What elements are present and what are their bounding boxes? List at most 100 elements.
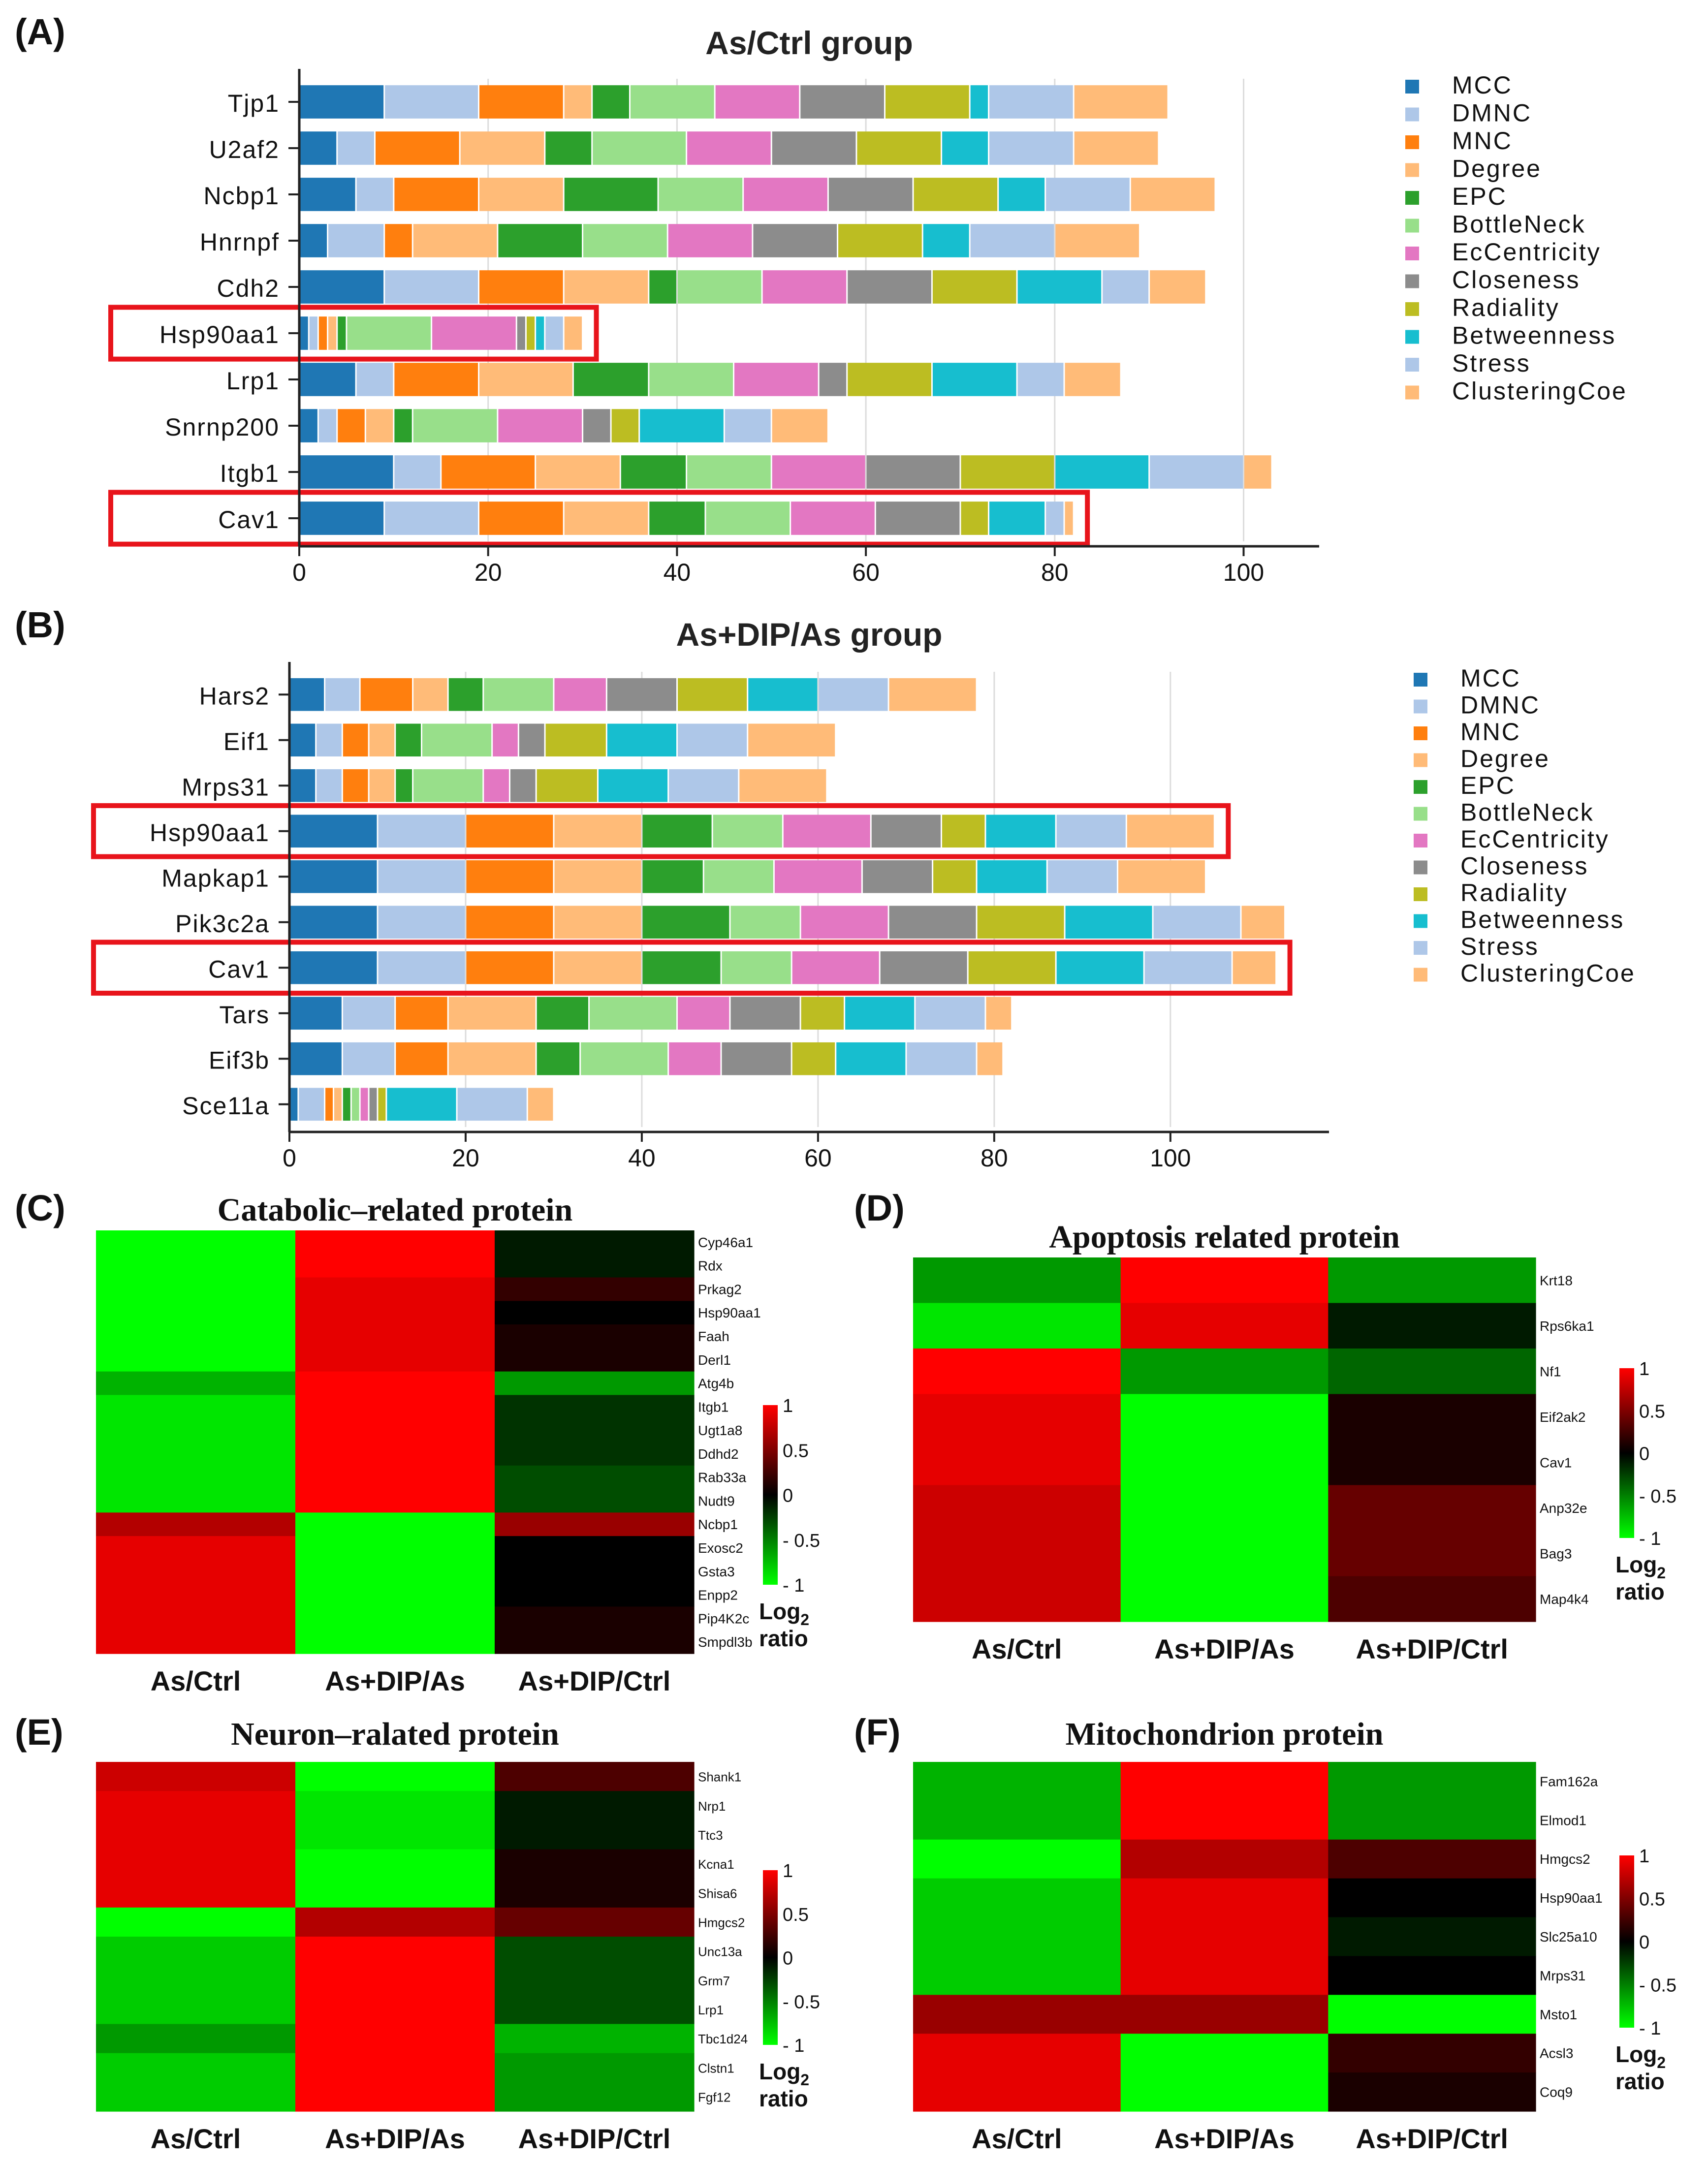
bar-lrp1-betweenness — [932, 363, 1016, 396]
heat-cell-atg4b-as-ctrl — [96, 1371, 296, 1396]
colorbar — [1619, 1855, 1634, 2028]
legend-label-clusteringcoe: ClusteringCoe — [1452, 377, 1627, 405]
bar-tjp1-epc — [593, 85, 629, 119]
bar-hnrnpf-dmnc — [328, 224, 384, 257]
bar-hsp90aa1-clusteringcoe — [564, 316, 582, 350]
bar-ncbp1-stress — [1046, 178, 1130, 211]
bar-cav1-mcc — [300, 502, 384, 535]
bar-pik3c2a-dmnc — [378, 906, 465, 939]
x-tick-label: 80 — [981, 1144, 1008, 1172]
bar-eif3b-dmnc — [343, 1042, 395, 1075]
panel-label: (F) — [854, 1712, 901, 1753]
legend-label-betweenness: Betweenness — [1452, 322, 1616, 349]
heat-cell-pip4k2c-as-dip-ctrl — [495, 1606, 695, 1631]
heat-cell-cyp46a1-as-dip-as — [295, 1230, 495, 1254]
bar-lrp1-closeness — [819, 363, 847, 396]
bar-sce11a-radiality — [378, 1088, 386, 1121]
colorbar-tick-label: - 0.5 — [783, 1992, 820, 2012]
bar-cav1-mcc — [290, 951, 377, 984]
heat-cell-hmgcs2-as-ctrl — [96, 1907, 296, 1937]
bar-eif3b-bottleneck — [581, 1042, 668, 1075]
row-label: Shank1 — [698, 1770, 741, 1785]
bar-cav1-dmnc — [378, 951, 465, 984]
bar-ncbp1-mnc — [394, 178, 478, 211]
row-label: Krt18 — [1540, 1273, 1573, 1288]
heat-cell-smpdl3b-as-ctrl — [96, 1630, 296, 1654]
heat-cell-slc25a10-as-dip-as — [1120, 1917, 1328, 1957]
bar-snrnp200-closeness — [583, 409, 610, 442]
legend-label-eccentricity: EcCentricity — [1460, 825, 1610, 853]
bar-eif3b-epc — [537, 1042, 580, 1075]
heat-cell-enpp2-as-ctrl — [96, 1583, 296, 1607]
heat-cell-mrps31-as-dip-ctrl — [1328, 1956, 1536, 1995]
bar-ncbp1-epc — [564, 178, 658, 211]
bar-sce11a-dmnc — [299, 1088, 324, 1121]
heat-cell-lrp1-as-dip-as — [295, 1995, 495, 2025]
bar-hars2-betweenness — [748, 678, 818, 711]
panel-f: (F) Mitochondrion protein Fam162a Elmod1 Hmg… — [854, 1712, 1676, 2154]
heat-cell-hsp90aa1-as-dip-ctrl — [1328, 1878, 1536, 1918]
bar-hars2-closeness — [607, 678, 677, 711]
heat-cell-slc25a10-as-dip-ctrl — [1328, 1917, 1536, 1957]
colorbar-label-sub: 2 — [800, 2071, 809, 2089]
bar-mrps31-eccentricity — [484, 769, 509, 802]
bar-lrp1-stress — [1017, 363, 1064, 396]
heat-cell-prkag2-as-dip-ctrl — [495, 1277, 695, 1301]
bar-itgb1-dmnc — [394, 455, 441, 489]
x-tick-label: 60 — [852, 559, 880, 586]
row-label: Hsp90aa1 — [698, 1305, 761, 1320]
legend-label-closeness: Closeness — [1460, 852, 1588, 880]
category-label: Sce11a — [182, 1092, 270, 1120]
heat-cell-coq9-as-dip-ctrl — [1328, 2072, 1536, 2112]
heat-cell-anp32e-as-ctrl — [913, 1485, 1121, 1531]
heat-cell-ncbp1-as-dip-as — [295, 1512, 495, 1537]
column-label: As+DIP/As — [325, 2123, 465, 2154]
bar-lrp1-degree — [479, 363, 572, 396]
heat-cell-msto1-as-dip-as — [1120, 1995, 1328, 2034]
bar-cav1-stress — [1046, 502, 1064, 535]
row-label: Tbc1d24 — [698, 2032, 748, 2046]
legend-label-mcc: MCC — [1452, 71, 1513, 99]
bar-tjp1-closeness — [800, 85, 884, 119]
row-label: Nudt9 — [698, 1493, 735, 1508]
bar-ncbp1-degree — [479, 178, 563, 211]
row-label: Map4k4 — [1540, 1592, 1589, 1607]
bar-tjp1-betweenness — [970, 85, 988, 119]
bar-ncbp1-bottleneck — [659, 178, 743, 211]
bar-tars-mcc — [290, 997, 342, 1030]
bar-lrp1-clusteringcoe — [1065, 363, 1120, 396]
bar-cav1-degree — [554, 951, 641, 984]
bar-cav1-eccentricity — [792, 951, 879, 984]
bar-pik3c2a-radiality — [977, 906, 1064, 939]
heat-cell-grm7-as-ctrl — [96, 1966, 296, 1995]
colorbar-tick-label: - 1 — [1639, 1529, 1661, 1549]
heat-cell-msto1-as-ctrl — [913, 1995, 1121, 2034]
bar-sce11a-bottleneck — [351, 1088, 359, 1121]
bar-hsp90aa1-stress — [545, 316, 563, 350]
row-label: Fam162a — [1540, 1774, 1598, 1789]
bar-cdh2-degree — [564, 270, 648, 304]
bar-u2af2-mcc — [300, 131, 337, 165]
x-tick-label: 80 — [1041, 559, 1069, 586]
bar-hsp90aa1-betweenness — [986, 815, 1055, 848]
panel-label: (C) — [15, 1188, 65, 1228]
heat-cell-clstn1-as-dip-as — [295, 2053, 495, 2083]
colorbar-tick-label: 1 — [783, 1396, 793, 1416]
colorbar-label-log: Log2 — [1615, 1552, 1666, 1582]
panel-c: (C) Catabolic–related protein Cyp46a1 Rdx Pr… — [15, 1188, 820, 1696]
bar-sce11a-epc — [343, 1088, 350, 1121]
heat-cell-nf1-as-dip-ctrl — [1328, 1349, 1536, 1395]
bar-mapkap1-dmnc — [378, 860, 465, 893]
bar-snrnp200-clusteringcoe — [772, 409, 827, 442]
colorbar-label-ratio: ratio — [759, 1626, 808, 1651]
bar-snrnp200-stress — [725, 409, 771, 442]
heat-cell-hmgcs2-as-dip-as — [1120, 1839, 1328, 1879]
heat-cell-elmod1-as-ctrl — [913, 1800, 1121, 1840]
row-label: Grm7 — [698, 1974, 730, 1988]
category-label: Hars2 — [199, 682, 270, 710]
colorbar-label-sub: 2 — [800, 1611, 809, 1629]
heat-cell-unc13a-as-dip-as — [295, 1937, 495, 1966]
legend-label-stress: Stress — [1460, 933, 1539, 960]
column-label: As+DIP/Ctrl — [518, 1665, 671, 1696]
chart-title: Apoptosis related protein — [1049, 1219, 1400, 1255]
